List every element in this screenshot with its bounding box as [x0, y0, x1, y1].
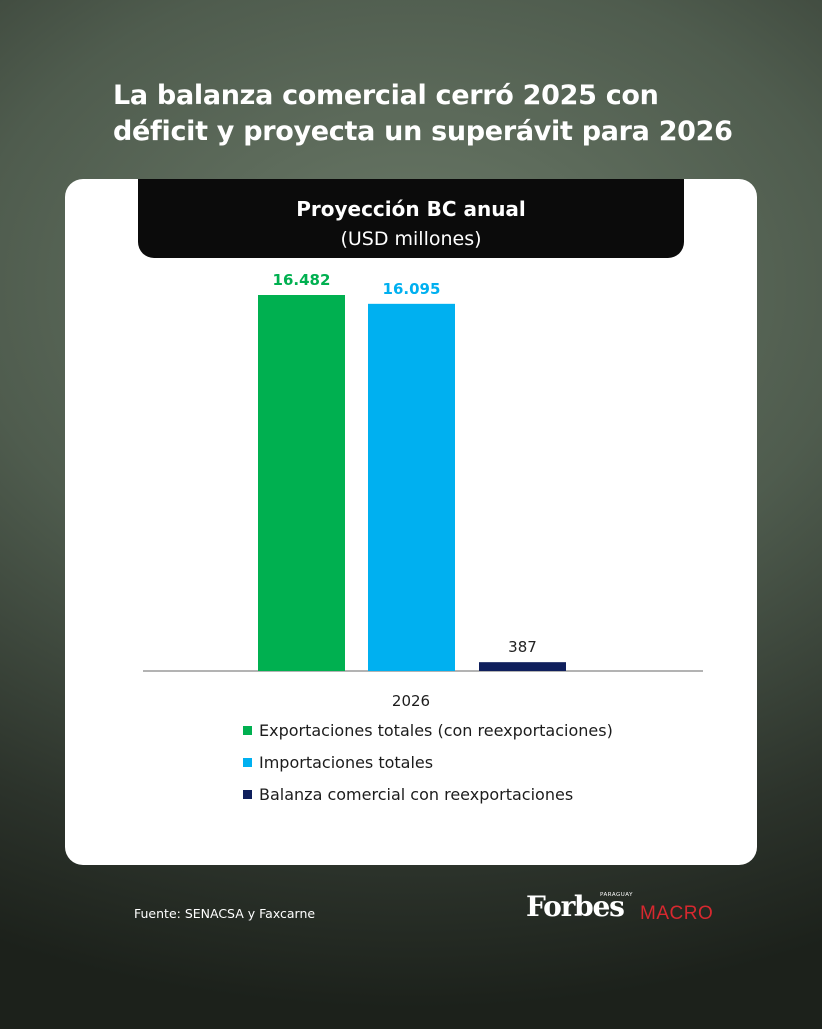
headline-line-2: déficit y proyecta un superávit para 202…: [113, 116, 733, 147]
headline-line-1: La balanza comercial cerró 2025 con: [113, 80, 659, 111]
legend-label: Balanza comercial con reexportaciones: [259, 785, 574, 804]
chart-subtitle: (USD millones): [340, 228, 482, 250]
bar-2: [368, 303, 455, 671]
source-note: Fuente: SENACSA y Faxcarne: [134, 906, 316, 921]
legend-item: Balanza comercial con reexportaciones: [243, 784, 613, 816]
bar-3: [479, 662, 566, 671]
headline: La balanza comercial cerró 2025 con défi…: [113, 78, 753, 150]
data-label-1: 16.482: [273, 271, 331, 289]
forbes-logo: Forbes PARAGUAY MACRO: [526, 888, 746, 938]
legend-swatch: [243, 790, 252, 799]
data-label-3: 387: [508, 638, 537, 656]
legend-label: Importaciones totales: [259, 753, 434, 772]
legend-swatch: [243, 726, 252, 735]
data-label-2: 16.095: [383, 280, 441, 298]
x-tick-label: 2026: [392, 692, 430, 710]
chart-title: Proyección BC anual: [296, 197, 526, 221]
brand-country: PARAGUAY: [600, 892, 633, 898]
legend-item: Importaciones totales: [243, 752, 613, 784]
bar-1: [258, 295, 345, 671]
legend-item: Exportaciones totales (con reexportacion…: [243, 720, 613, 752]
chart-header-banner: Proyección BC anual (USD millones): [138, 179, 684, 258]
legend-swatch: [243, 758, 252, 767]
legend-label: Exportaciones totales (con reexportacion…: [259, 721, 613, 740]
brand-section: MACRO: [640, 903, 714, 924]
brand-name: Forbes: [526, 890, 625, 923]
chart-legend: Exportaciones totales (con reexportacion…: [243, 720, 613, 816]
